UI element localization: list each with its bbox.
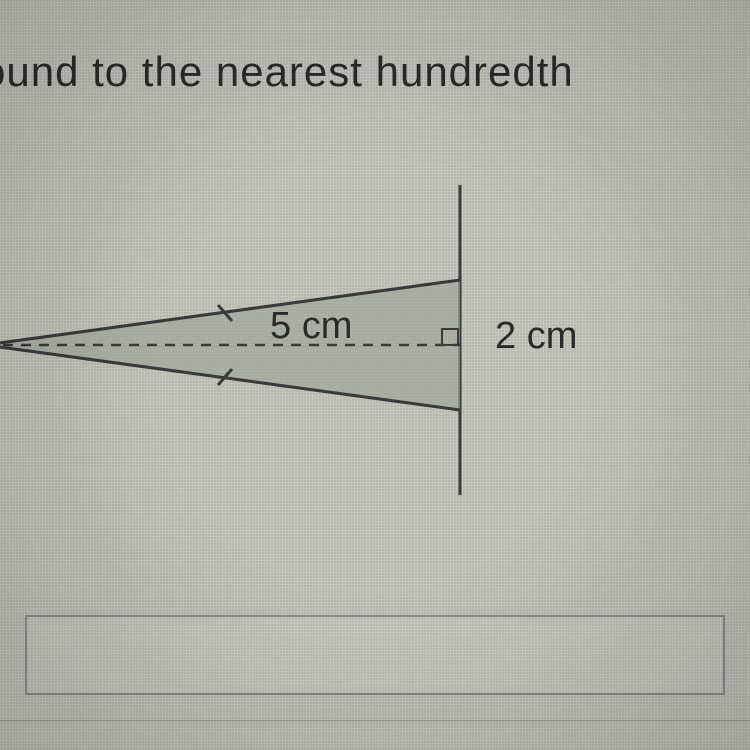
triangle-svg [0, 170, 750, 570]
geometry-diagram: 5 cm 2 cm [0, 170, 750, 570]
label-2cm: 2 cm [495, 315, 577, 358]
label-5cm: 5 cm [270, 305, 352, 348]
instruction-text: ound to the nearest hundredth [0, 48, 574, 96]
answer-input-box[interactable] [25, 615, 725, 695]
triangle-fill [0, 280, 460, 410]
bottom-border [0, 720, 750, 750]
